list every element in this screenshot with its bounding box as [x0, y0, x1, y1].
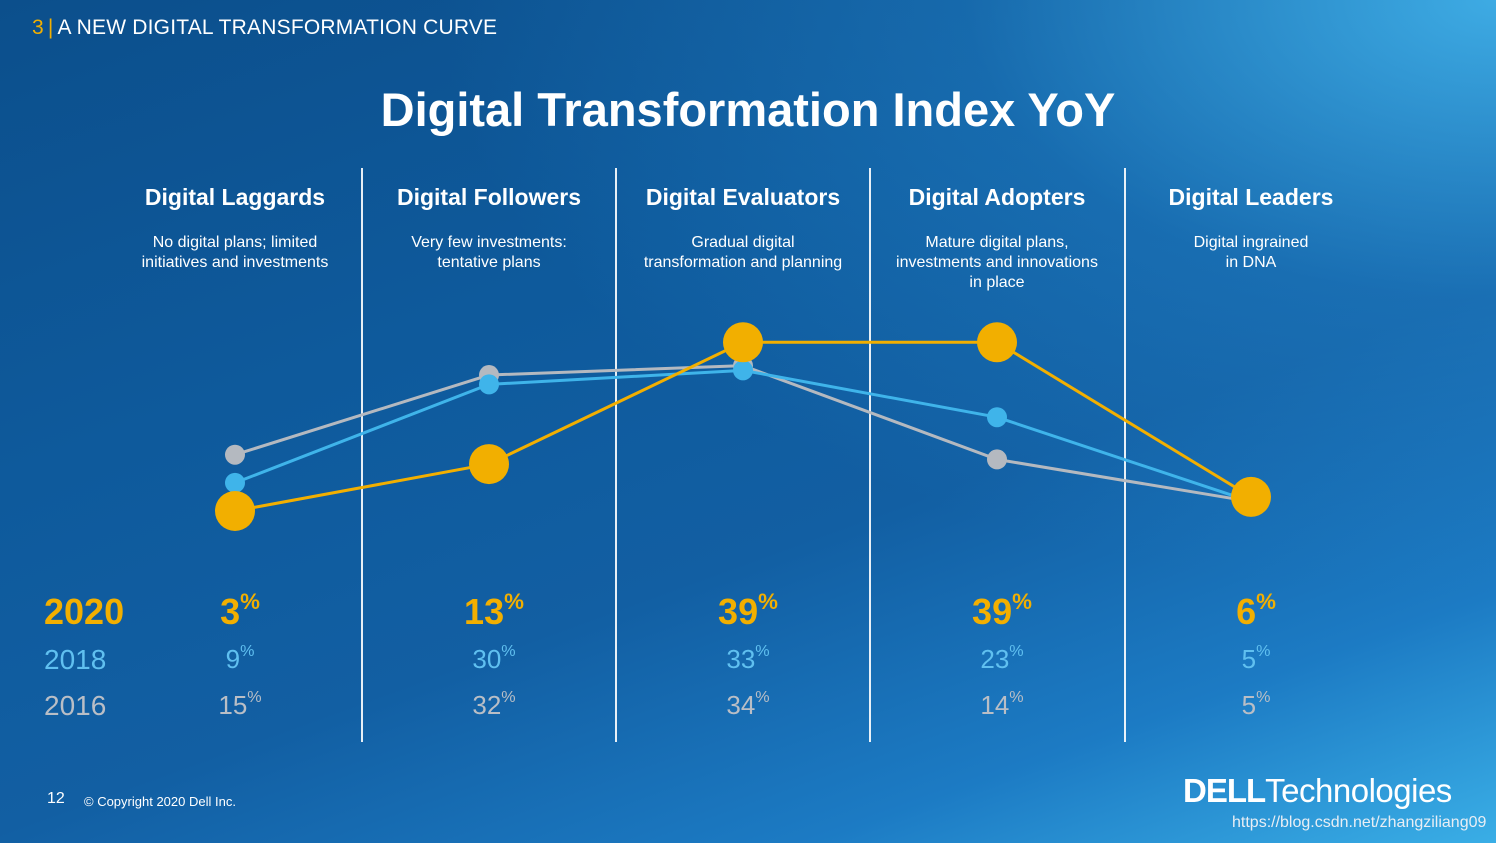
- category-name: Digital Leaders: [1168, 184, 1334, 210]
- data-point-2020: [215, 490, 255, 531]
- section-separator: |: [47, 16, 54, 39]
- data-point-2020: [723, 322, 763, 363]
- data-point-2016: [225, 444, 245, 465]
- category-name: Digital Evaluators: [645, 184, 841, 210]
- data-label-2018: 23%: [980, 642, 1024, 674]
- series-line-2016: [234, 364, 1252, 504]
- data-label-2018: 30%: [472, 642, 516, 674]
- data-point-2020: [1231, 476, 1271, 517]
- data-label-2018: 33%: [726, 642, 770, 674]
- data-point-2016: [987, 449, 1007, 470]
- data-label-2016: 34%: [726, 688, 770, 720]
- data-label-2016: 5%: [1241, 688, 1271, 720]
- data-point-2018: [225, 472, 245, 493]
- data-label-2020: 39%: [718, 589, 778, 632]
- dell-technologies-logo: DELLTechnologies: [1183, 772, 1452, 810]
- year-label-2018: 2018: [44, 644, 107, 675]
- data-point-2020: [977, 322, 1017, 363]
- column-divider: [1124, 168, 1126, 742]
- copyright: © Copyright 2020 Dell Inc.: [84, 794, 236, 809]
- data-point-2018: [733, 360, 753, 381]
- section-label: 3 | A NEW DIGITAL TRANSFORMATION CURVE: [32, 16, 497, 40]
- category-header: Digital Evaluators Gradual digital transf…: [618, 184, 868, 273]
- data-label-2020: 13%: [464, 589, 524, 632]
- year-label-2016: 2016: [44, 690, 107, 721]
- category-description: Very few investments: tentative plans: [411, 234, 567, 271]
- data-label-2020: 6%: [1236, 589, 1276, 632]
- data-label-2020: 3%: [220, 589, 260, 632]
- page-title: Digital Transformation Index YoY: [380, 83, 1116, 136]
- data-label-2018: 5%: [1241, 642, 1271, 674]
- section-title: A NEW DIGITAL TRANSFORMATION CURVE: [57, 16, 498, 39]
- data-point-2020: [469, 444, 509, 485]
- logo-technologies: Technologies: [1265, 772, 1452, 809]
- data-label-2016: 32%: [472, 688, 516, 720]
- page-number: 12: [47, 790, 65, 807]
- data-label-2020: 39%: [972, 589, 1032, 632]
- category-description: No digital plans; limited initiatives an…: [141, 234, 329, 271]
- data-point-2018: [987, 407, 1007, 428]
- category-header: Digital Laggards No digital plans; limite…: [110, 184, 360, 273]
- category-description: Mature digital plans, investments and in…: [896, 234, 1098, 291]
- column-divider: [361, 168, 363, 742]
- category-name: Digital Laggards: [144, 184, 326, 210]
- category-header: Digital Followers Very few investments: t…: [364, 184, 614, 273]
- section-number: 3: [32, 16, 44, 39]
- logo-dell: DELL: [1183, 772, 1266, 809]
- year-label-2020: 2020: [44, 591, 125, 632]
- category-name: Digital Followers: [396, 184, 582, 210]
- column-divider: [869, 168, 871, 742]
- column-divider: [615, 168, 617, 742]
- data-label-2016: 15%: [218, 688, 262, 720]
- category-description: Digital ingrained in DNA: [1193, 234, 1309, 271]
- category-description: Gradual digital transformation and plann…: [643, 234, 843, 271]
- data-label-2018: 9%: [225, 642, 255, 674]
- watermark-url: https://blog.csdn.net/zhangziliang09: [1232, 814, 1487, 831]
- category-header: Digital Leaders Digital ingrained in DNA: [1126, 184, 1376, 273]
- data-point-2018: [479, 374, 499, 395]
- category-header: Digital Adopters Mature digital plans, in…: [872, 184, 1122, 293]
- data-label-2016: 14%: [980, 688, 1024, 720]
- category-name: Digital Adopters: [908, 184, 1086, 210]
